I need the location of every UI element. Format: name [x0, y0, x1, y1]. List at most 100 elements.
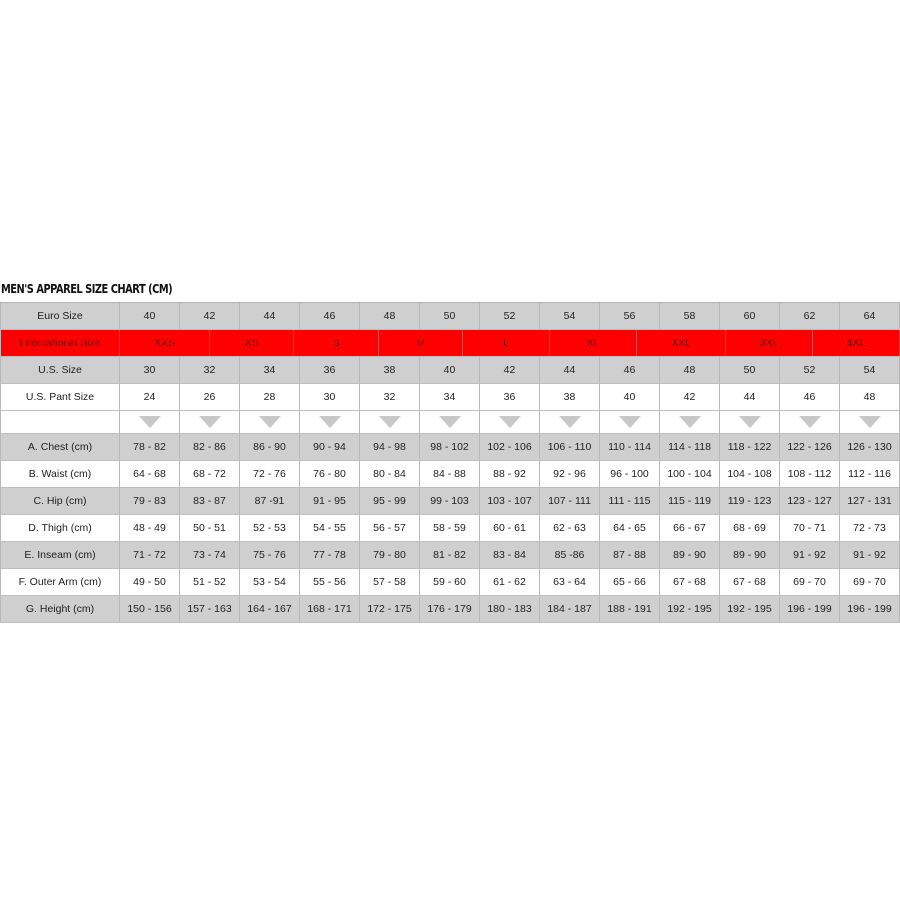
size-cell: 80 - 84 — [360, 461, 420, 487]
arrow-cell — [120, 411, 180, 433]
size-cell: 176 - 179 — [420, 596, 480, 622]
size-cell: 38 — [540, 384, 600, 410]
measurement-row: D. Thigh (cm) 48 - 49 50 - 51 52 - 53 54 - 5… — [0, 515, 900, 542]
size-cell: 48 — [360, 303, 420, 329]
size-cell: 107 - 111 — [540, 488, 600, 514]
size-cell: 40 — [600, 384, 660, 410]
size-cell: XS — [210, 330, 294, 356]
size-cell: 44 — [720, 384, 780, 410]
size-cell: 157 - 163 — [180, 596, 240, 622]
size-cell: 34 — [240, 357, 300, 383]
size-cell: 79 - 83 — [120, 488, 180, 514]
size-cell: 87 - 88 — [600, 542, 660, 568]
size-cell: 103 - 107 — [480, 488, 540, 514]
arrow-cell — [720, 411, 780, 433]
row-label: International Size — [0, 330, 120, 356]
down-triangle-icon — [258, 416, 281, 428]
size-cell: 99 - 103 — [420, 488, 480, 514]
arrow-cell — [240, 411, 300, 433]
size-cell: 54 - 55 — [300, 515, 360, 541]
size-cell: 106 - 110 — [540, 434, 600, 460]
size-cell: 52 - 53 — [240, 515, 300, 541]
size-cell: L — [463, 330, 550, 356]
size-cell: 42 — [180, 303, 240, 329]
size-cell: 81 - 82 — [420, 542, 480, 568]
size-cell: 46 — [600, 357, 660, 383]
size-cell: 83 - 84 — [480, 542, 540, 568]
down-triangle-icon — [138, 416, 161, 428]
size-cell: 108 - 112 — [780, 461, 840, 487]
size-cell: 112 - 116 — [840, 461, 900, 487]
size-cell: 180 - 183 — [480, 596, 540, 622]
size-cell: 67 - 68 — [720, 569, 780, 595]
size-cell: 86 - 90 — [240, 434, 300, 460]
size-cell: M — [379, 330, 463, 356]
size-cell: 69 - 70 — [780, 569, 840, 595]
size-cell: 56 — [600, 303, 660, 329]
size-cell: 119 - 123 — [720, 488, 780, 514]
size-cell: 26 — [180, 384, 240, 410]
size-cell: 49 - 50 — [120, 569, 180, 595]
size-cell: 51 - 52 — [180, 569, 240, 595]
size-cell: 104 - 108 — [720, 461, 780, 487]
size-cell: 100 - 104 — [660, 461, 720, 487]
measurement-row: B. Waist (cm) 64 - 68 68 - 72 72 - 76 76 - 8… — [0, 461, 900, 488]
size-cell: 50 — [420, 303, 480, 329]
down-triangle-icon — [678, 416, 701, 428]
size-chart-table: Euro Size 40 42 44 46 48 50 52 54 56 58 60 62 64 Inter… — [0, 302, 900, 623]
size-cell: 102 - 106 — [480, 434, 540, 460]
size-cell: 111 - 115 — [600, 488, 660, 514]
size-cell: 4XL — [813, 330, 900, 356]
size-cell: 48 — [840, 384, 900, 410]
size-cell: 32 — [360, 384, 420, 410]
size-cell: 196 - 199 — [780, 596, 840, 622]
arrow-row — [0, 411, 900, 434]
size-cell: 72 - 76 — [240, 461, 300, 487]
size-cell: 196 - 199 — [840, 596, 900, 622]
size-cell: 66 - 67 — [660, 515, 720, 541]
size-cell: 44 — [540, 357, 600, 383]
size-cell: 36 — [480, 384, 540, 410]
size-cell: 63 - 64 — [540, 569, 600, 595]
size-cell: 90 - 94 — [300, 434, 360, 460]
size-cell: 115 - 119 — [660, 488, 720, 514]
size-cell: 172 - 175 — [360, 596, 420, 622]
arrow-cell — [600, 411, 660, 433]
size-cell: 94 - 98 — [360, 434, 420, 460]
size-cell: 61 - 62 — [480, 569, 540, 595]
size-cell: 73 - 74 — [180, 542, 240, 568]
down-triangle-icon — [318, 416, 341, 428]
size-cell: 126 - 130 — [840, 434, 900, 460]
arrow-cell — [840, 411, 900, 433]
size-cell: 77 - 78 — [300, 542, 360, 568]
size-cell: 188 - 191 — [600, 596, 660, 622]
size-cell: 57 - 58 — [360, 569, 420, 595]
row-label: E. Inseam (cm) — [0, 542, 120, 568]
size-cell: 42 — [480, 357, 540, 383]
size-cell: 67 - 68 — [660, 569, 720, 595]
size-cell: 40 — [420, 357, 480, 383]
size-cell: 44 — [240, 303, 300, 329]
size-cell: 91 - 92 — [840, 542, 900, 568]
measurement-row: E. Inseam (cm) 71 - 72 73 - 74 75 - 76 77 - … — [0, 542, 900, 569]
down-triangle-icon — [618, 416, 641, 428]
size-cell: 164 - 167 — [240, 596, 300, 622]
size-cell: 65 - 66 — [600, 569, 660, 595]
size-cell: 59 - 60 — [420, 569, 480, 595]
size-cell: XXL — [637, 330, 726, 356]
size-cell: 52 — [480, 303, 540, 329]
arrow-cell — [480, 411, 540, 433]
size-cell: 69 - 70 — [840, 569, 900, 595]
size-cell: 53 - 54 — [240, 569, 300, 595]
size-cell: 48 - 49 — [120, 515, 180, 541]
chart-title: MEN'S APPAREL SIZE CHART (CM) — [1, 282, 173, 296]
size-cell: 92 - 96 — [540, 461, 600, 487]
us-pant-size-row: U.S. Pant Size 24 26 28 30 32 34 36 38 40 42 44 46 48 — [0, 384, 900, 411]
size-cell: 118 - 122 — [720, 434, 780, 460]
size-cell: 79 - 80 — [360, 542, 420, 568]
size-cell: 3XL — [726, 330, 813, 356]
size-cell: 192 - 195 — [660, 596, 720, 622]
size-cell: 89 - 90 — [660, 542, 720, 568]
size-cell: 122 - 126 — [780, 434, 840, 460]
size-cell: 68 - 69 — [720, 515, 780, 541]
